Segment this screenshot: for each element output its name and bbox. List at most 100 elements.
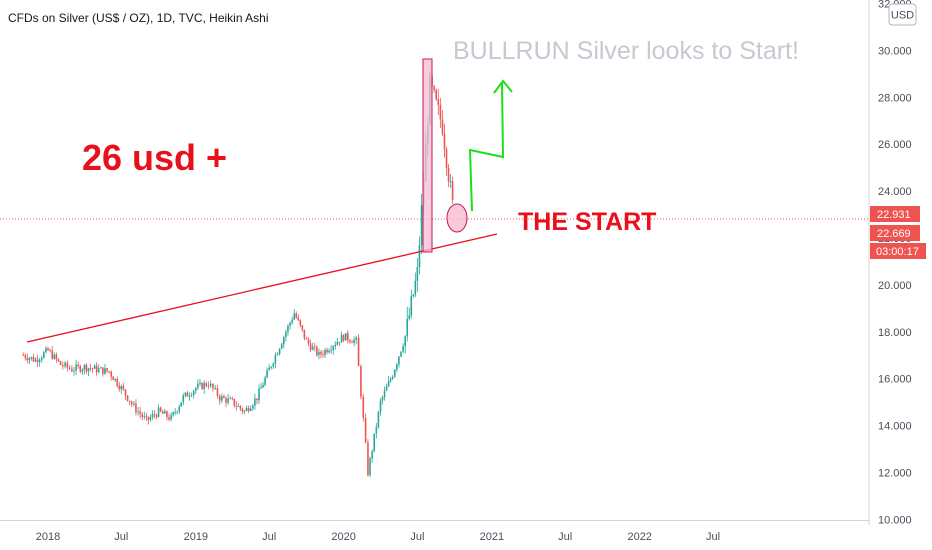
candle	[85, 363, 88, 375]
candle	[313, 342, 316, 352]
candle	[159, 406, 162, 413]
candle	[184, 392, 187, 398]
candle	[389, 376, 392, 383]
candle	[188, 392, 191, 401]
time-tick-label: 2018	[36, 531, 60, 543]
candle	[87, 367, 90, 377]
candle	[364, 413, 367, 444]
candle	[289, 321, 291, 330]
candle	[53, 352, 56, 360]
svg-text:22.931: 22.931	[877, 209, 911, 221]
candle	[59, 360, 62, 366]
candle	[270, 366, 273, 370]
candle	[287, 323, 289, 336]
candle	[344, 333, 347, 341]
candle	[207, 381, 210, 390]
candle	[351, 339, 353, 344]
candle	[381, 395, 384, 405]
candle	[251, 404, 254, 411]
candle	[293, 309, 296, 321]
tag-price: 22.669	[870, 225, 920, 241]
candle	[445, 146, 448, 176]
highlight-rectangle[interactable]	[422, 58, 433, 253]
candle	[106, 367, 108, 373]
candle	[32, 353, 35, 363]
time-tick-label: 2019	[184, 531, 208, 543]
candle	[139, 406, 141, 419]
candle	[135, 399, 137, 416]
candle	[186, 390, 189, 397]
candle	[168, 413, 170, 422]
currency-button[interactable]: USD	[888, 3, 917, 26]
candle	[262, 381, 264, 388]
candle	[274, 352, 277, 369]
candle	[322, 350, 324, 358]
price-tick-label: 20.000	[878, 280, 912, 292]
candle	[197, 379, 199, 391]
candle	[130, 400, 133, 407]
price-tick-label: 24.000	[878, 186, 912, 198]
candle	[437, 88, 440, 116]
candle	[26, 353, 29, 364]
candle	[336, 337, 339, 346]
candle	[330, 345, 332, 354]
candle	[227, 393, 229, 405]
candle	[89, 363, 92, 372]
candle	[357, 334, 360, 367]
candle	[79, 364, 82, 374]
candle	[190, 392, 193, 398]
candle	[225, 396, 227, 408]
candle	[243, 409, 246, 415]
price-tick-label: 28.000	[878, 92, 912, 104]
candle	[316, 345, 318, 358]
highlight-ellipse[interactable]	[446, 203, 468, 233]
candle	[418, 236, 421, 275]
candle	[406, 306, 409, 342]
candle	[402, 343, 404, 354]
candle	[291, 316, 293, 325]
candle	[116, 376, 119, 388]
candle	[285, 329, 287, 342]
candle	[360, 364, 362, 400]
svg-text:03:00:17: 03:00:17	[876, 246, 919, 258]
candle	[77, 361, 79, 369]
candle	[387, 376, 390, 388]
trendline[interactable]	[26, 233, 498, 343]
candle	[229, 396, 231, 400]
candle	[99, 366, 102, 369]
candle	[383, 386, 386, 401]
candle	[249, 405, 252, 412]
candle	[379, 397, 382, 416]
candle	[153, 409, 156, 419]
candle	[38, 357, 41, 367]
candle	[71, 365, 73, 373]
candle	[43, 350, 45, 359]
candle	[36, 354, 39, 367]
candle	[247, 405, 250, 414]
candle	[353, 336, 355, 347]
projection-arrow[interactable]	[468, 82, 505, 212]
candle	[137, 407, 139, 416]
candle	[112, 375, 115, 381]
candle	[64, 361, 66, 369]
candle	[347, 330, 349, 344]
candle	[272, 362, 275, 370]
candle	[166, 410, 168, 421]
candle	[145, 413, 148, 421]
price-axis[interactable]: 10.00012.00014.00016.00018.00020.00022.0…	[878, 0, 912, 526]
candle	[373, 433, 376, 453]
candle	[110, 370, 112, 381]
candle	[24, 353, 27, 361]
time-axis[interactable]: 2018 Jul 2019 Jul 2020 Jul 2021 Jul 2022 Jul	[36, 531, 720, 543]
candle	[102, 367, 104, 377]
symbol-info: CFDs on Silver (US$ / OZ), 1D, TVC, Heik…	[8, 11, 269, 25]
candle	[282, 335, 285, 349]
tag-countdown: 03:00:17	[870, 243, 926, 259]
candle	[449, 174, 452, 189]
candle	[280, 342, 283, 350]
candle	[408, 307, 411, 321]
candle	[147, 416, 150, 425]
candle	[114, 378, 117, 383]
candle	[441, 110, 444, 137]
